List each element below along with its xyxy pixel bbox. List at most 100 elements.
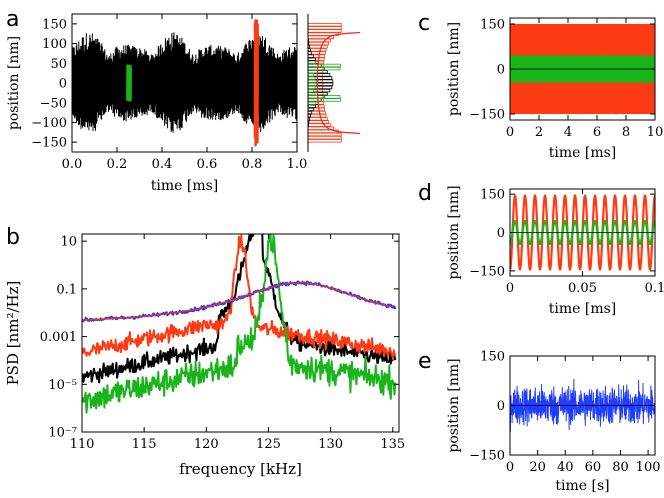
panel-e-xtick-label: 20 [529, 460, 546, 475]
panel-a-hist-bar-red [308, 139, 342, 143]
panel-a-hist-bar-red [308, 44, 328, 49]
panel-a-xtick-label: 0.8 [242, 157, 263, 172]
panel-a-hist-bar-red [308, 41, 330, 46]
panel-c-ytick-label: 0 [497, 63, 505, 78]
panel-b-ytick-label: 0.001 [40, 330, 77, 345]
panel-a-hist-bar-black [308, 88, 331, 93]
panel-a-xlabel: time [ms] [151, 178, 219, 194]
panel-c-xlabel: time [ms] [549, 145, 617, 161]
panel-e-ytick-label: 0 [497, 399, 505, 414]
panel-a-hist-bar-black [308, 85, 333, 90]
panel-c-ytick-label: 150 [480, 18, 505, 33]
panel-a-hist-bar-red [308, 51, 326, 55]
panel-a-hist-bar-red [308, 48, 327, 52]
panel-b-letter: b [6, 225, 20, 250]
panel-b-blue-psd [82, 280, 397, 323]
panel-a-xtick-label: 0.6 [197, 157, 218, 172]
panel-a-hist-bar-red [308, 26, 342, 30]
panel-a-xtick-label: 0.4 [152, 157, 173, 172]
panel-b-ytick-label: 0.1 [56, 282, 77, 297]
panel-a-xtick-label: 0.0 [62, 157, 83, 172]
panel-a-hist-bar-green [308, 98, 341, 102]
panel-a-ytick-label: 50 [50, 57, 67, 72]
panel-e-ylabel: position [nm] [446, 358, 462, 452]
panel-a-hist-bar-black [308, 117, 310, 121]
panel-a-hist-bar-red [308, 38, 332, 43]
panel-a-black-trace [72, 32, 297, 133]
panel-c-xtick-label: 2 [535, 125, 543, 140]
panel-e-xtick-label: 0 [506, 460, 514, 475]
panel-a-green-trace [126, 64, 132, 102]
panel-b-xtick-label: 115 [132, 437, 157, 452]
panel-a-hist-fit [316, 31, 360, 135]
panel-b-xtick-label: 135 [380, 437, 405, 452]
panel-e-blue-trace [510, 379, 655, 432]
panel-a-hist-bar-red [308, 132, 342, 137]
panel-c-ytick-label: −150 [469, 108, 505, 123]
panel-a-ylabel: position [nm] [6, 36, 22, 130]
panel-c-letter: c [418, 11, 430, 36]
panel-a-ytick-label: 150 [42, 17, 67, 32]
panel-b-xtick-label: 110 [70, 437, 95, 452]
panel-e-xtick-label: 40 [557, 460, 574, 475]
panel-a-hist-bar-green [308, 76, 316, 80]
panel-d-ytick-label: 150 [480, 188, 505, 203]
panel-a-hist-bar-black [308, 73, 331, 77]
panel-a-hist-bar-black [308, 54, 314, 58]
panel-d-xlabel: time [ms] [549, 301, 617, 317]
panel-a-hist-bar-black [308, 79, 334, 83]
panel-d-ytick-label: −150 [469, 264, 505, 279]
panel-a-hist-bar-green [308, 85, 316, 90]
panel-c-xtick-label: 4 [564, 125, 572, 140]
panel-b-xtick-label: 125 [256, 437, 281, 452]
panel-a-xtick-label: 1.0 [287, 157, 308, 172]
panel-a-hist-bar-red [308, 135, 342, 140]
panel-a-hist-bar-green [308, 101, 316, 105]
panel-a-letter: a [6, 7, 19, 32]
panel-e-xlabel: time [s] [555, 478, 609, 494]
panel-a-hist-bar-green [308, 60, 316, 65]
panel-d-letter: d [418, 181, 432, 206]
panel-a-hist-bar-red [308, 23, 342, 27]
panel-d-xtick-label: 0.05 [568, 281, 597, 296]
panel-a-hist-bar-green [308, 70, 318, 74]
panel-e-letter: e [418, 349, 432, 374]
panel-a-hist-bar-black [308, 110, 313, 115]
panel-e-xtick-label: 60 [585, 460, 602, 475]
panel-c-ylabel: position [nm] [446, 22, 462, 116]
panel-b-xtick-label: 130 [318, 437, 343, 452]
panel-e-ytick-label: −150 [469, 449, 505, 464]
panel-e-xtick-label: 80 [612, 460, 629, 475]
panel-b-xtick-label: 120 [194, 437, 219, 452]
panel-b-green-psd [82, 234, 397, 414]
panel-a-hist-bar-green [308, 79, 317, 83]
panel-a-ytick-label: −50 [40, 96, 67, 111]
panel-a-hist-bar-black [308, 82, 334, 87]
panel-b-ytick-label: 10⁻⁵ [48, 378, 77, 393]
panel-d-ytick-label: 0 [497, 226, 505, 241]
panel-c-xtick-label: 6 [593, 125, 601, 140]
panel-c-xtick-label: 8 [622, 125, 630, 140]
panel-a-hist-bar-black [308, 107, 314, 112]
panel-a-hist-bar-black [308, 51, 313, 55]
panel-d-xtick-label: 0 [506, 281, 514, 296]
panel-a-hist-bar-red [308, 113, 327, 118]
panel-a-hist-bar-green [308, 63, 341, 68]
panel-a-hist-bar-red [308, 110, 326, 115]
panel-a-red-trace [253, 19, 259, 147]
panel-a-hist-bar-red [308, 120, 330, 124]
panel-a-hist-bar-red [308, 104, 325, 108]
panel-a-hist-bar-green [308, 92, 318, 96]
panel-a-hist-bar-green [308, 73, 314, 77]
panel-a-hist-bar-red [308, 123, 332, 127]
panel-b-ytick-label: 10 [60, 235, 77, 250]
panel-e-ytick-label: 150 [480, 350, 505, 365]
panel-a-hist-bar-green [308, 82, 317, 87]
panel-a-hist-bar-black [308, 104, 317, 108]
panel-a-hist-bar-red [308, 29, 342, 33]
panel-a-hist-bar-red [308, 35, 335, 39]
panel-a-hist-bar-red [308, 57, 325, 61]
panel-a-hist-bar-red [308, 126, 335, 130]
panel-b-xlabel: frequency [kHz] [179, 460, 302, 478]
panel-a-hist-bar-red [308, 54, 326, 58]
